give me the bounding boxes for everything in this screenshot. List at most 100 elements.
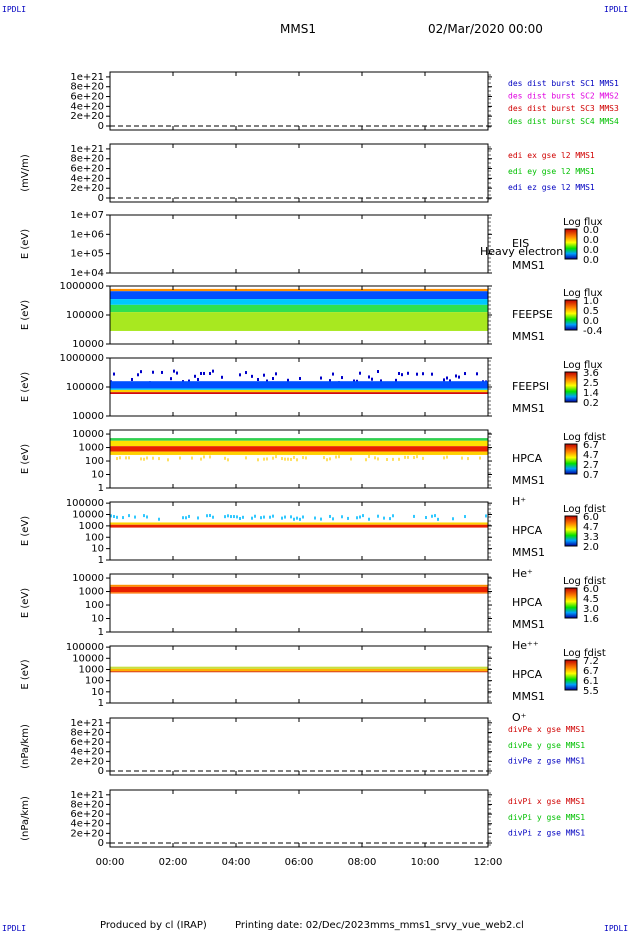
spectrogram-speckle <box>431 372 433 376</box>
y-tick-label: 6e+20 <box>70 92 104 103</box>
spectrogram-speckle <box>377 514 379 518</box>
y-tick-label: 6e+20 <box>70 809 104 820</box>
y-tick-label: 8e+20 <box>70 82 104 93</box>
spectrogram-speckle <box>209 371 211 375</box>
y-tick-label: 10000 <box>72 429 104 440</box>
spectrogram-speckle <box>251 516 253 520</box>
spectrogram-speckle <box>245 456 247 460</box>
spectrogram-speckle <box>413 514 415 518</box>
spectrogram-band <box>110 668 488 672</box>
spectrogram-speckle <box>158 517 160 521</box>
spectrogram-speckle <box>323 456 325 460</box>
y-axis-label: E (eV) <box>20 444 31 474</box>
y-tick-label: 6e+20 <box>70 737 104 748</box>
colorbar-tick-label: 1.0 <box>583 296 599 307</box>
colorbar-tick-label: 5.5 <box>583 686 599 697</box>
y-tick-label: 100000 <box>66 382 104 393</box>
spectrogram-band <box>110 522 488 525</box>
colorbar-tick-label: 6.1 <box>583 676 599 687</box>
colorbar-tick-label: 3.3 <box>583 532 599 543</box>
spectrogram-speckle <box>368 375 370 379</box>
spectrogram-speckle <box>392 514 394 518</box>
spectrogram-speckle <box>443 378 445 382</box>
spectrogram-speckle <box>113 372 115 376</box>
spacecraft-title: MMS1 <box>280 22 316 36</box>
spectrogram-band <box>110 451 488 455</box>
colorbar <box>564 228 578 260</box>
spectrogram-speckle <box>152 370 154 374</box>
spectrogram-speckle <box>284 515 286 519</box>
spectrogram-speckle <box>398 457 400 461</box>
y-tick-label: 10 <box>91 544 104 555</box>
spectrogram-speckle <box>287 378 289 382</box>
spectrogram-band <box>110 446 488 452</box>
legend-entry: des dist burst SC1 MMS1 <box>508 79 619 88</box>
y-tick-label: 8e+20 <box>70 154 104 165</box>
spectrogram-speckle <box>341 376 343 380</box>
spectrogram-speckle <box>398 371 400 375</box>
y-axis-label: E (eV) <box>20 300 31 330</box>
spectrogram-speckle <box>479 456 481 460</box>
spectrogram-speckle <box>332 517 334 521</box>
spectrogram-speckle <box>299 517 301 521</box>
spectrogram-speckle <box>359 515 361 519</box>
spectrogram-speckle <box>356 516 358 520</box>
y-tick-label: 1 <box>98 698 104 709</box>
spectrogram-speckle <box>395 378 397 382</box>
spectrogram-speckle <box>461 456 463 460</box>
colorbar-tick-label: -0.4 <box>583 326 603 337</box>
spectrogram-speckle <box>374 456 376 460</box>
y-tick-label: 8e+20 <box>70 799 104 810</box>
spectrogram-speckle <box>341 515 343 519</box>
spectrogram-speckle <box>263 457 265 461</box>
instrument-label: MMS1 <box>512 618 545 631</box>
colorbar-title: Log flux <box>563 217 603 228</box>
y-tick-label: 4e+20 <box>70 173 104 184</box>
spectrogram-speckle <box>320 376 322 380</box>
spectrogram-band <box>110 592 488 594</box>
spectrogram-speckle <box>140 370 142 374</box>
spectrogram-speckle <box>239 373 241 377</box>
spectrogram-speckle <box>113 514 115 518</box>
spectrogram-speckle <box>185 516 187 520</box>
spectrogram-speckle <box>230 515 232 519</box>
spectrogram-speckle <box>272 514 274 518</box>
spectrogram-speckle <box>416 455 418 459</box>
spectrogram-band <box>110 524 488 528</box>
spectrogram-band <box>110 440 488 447</box>
spectrogram-speckle <box>194 374 196 378</box>
spectrogram-speckle <box>119 456 121 460</box>
y-tick-label: 1e+04 <box>70 268 104 279</box>
spectrogram-speckle <box>290 515 292 519</box>
y-tick-label: 10000 <box>72 573 104 584</box>
spectrogram-speckle <box>209 513 211 517</box>
panel-frame <box>109 717 489 776</box>
y-tick-label: 10 <box>91 614 104 625</box>
spectrogram-band <box>110 666 488 669</box>
spectrogram-speckle <box>263 373 265 377</box>
colorbar-title: Log fdist <box>563 648 606 659</box>
spectrogram-speckle <box>191 456 193 460</box>
colorbar-tick-label: 0.0 <box>583 316 599 327</box>
spectrogram-speckle <box>197 516 199 520</box>
spectrogram-speckle <box>257 377 259 381</box>
spectrogram-speckle <box>272 377 274 381</box>
spectrogram-speckle <box>227 514 229 518</box>
x-tick-label: 12:00 <box>474 857 503 868</box>
y-axis-label: E (eV) <box>20 659 31 689</box>
colorbar-tick-label: 0.0 <box>583 235 599 246</box>
y-tick-label: 0 <box>98 838 104 849</box>
spectrogram-speckle <box>251 374 253 378</box>
colorbar-title: Log fdist <box>563 576 606 587</box>
colorbar <box>564 299 578 331</box>
spectrogram-speckle <box>137 373 139 377</box>
colorbar-tick-label: 3.0 <box>583 604 599 615</box>
y-tick-label: 1e+21 <box>70 790 104 801</box>
instrument-label: HPCA <box>512 596 543 609</box>
spectrogram-speckle <box>380 379 382 383</box>
colorbar-tick-label: 4.7 <box>583 522 599 533</box>
instrument-label: MMS1 <box>512 330 545 343</box>
y-tick-label: 100000 <box>66 498 104 509</box>
spectrogram-speckle <box>350 457 352 461</box>
spectrogram-speckle <box>377 370 379 374</box>
